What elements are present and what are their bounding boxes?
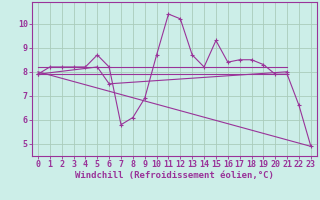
X-axis label: Windchill (Refroidissement éolien,°C): Windchill (Refroidissement éolien,°C) (75, 171, 274, 180)
